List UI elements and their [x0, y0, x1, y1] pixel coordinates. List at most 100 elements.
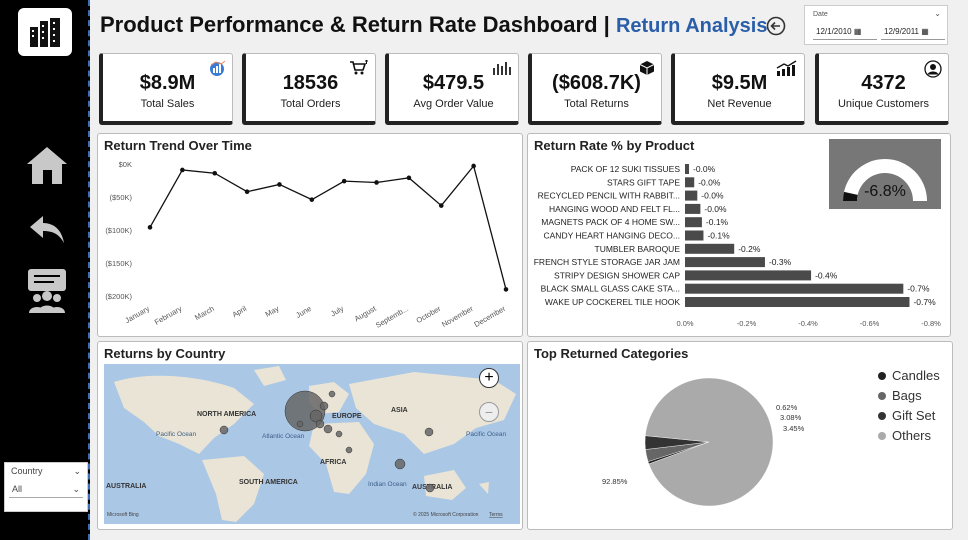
start-date-field[interactable]: 12/1/2010 ▦	[813, 24, 877, 40]
map-label: NORTH AMERICA	[197, 411, 256, 418]
world-map[interactable]: NORTH AMERICA EUROPE ASIA AFRICA SOUTH A…	[104, 364, 520, 524]
y-tick-label: ($50K)	[109, 193, 132, 202]
bar-category-label: BLACK SMALL GLASS CAKE STA...	[541, 284, 680, 294]
x-tick-label: March	[193, 304, 216, 322]
trend-up-icon	[776, 60, 797, 76]
panel-title: Return Trend Over Time	[104, 138, 252, 153]
bar	[685, 230, 704, 241]
categories-pie-chart: 0.62%3.08% 3.45% 92.85%	[602, 377, 805, 507]
country-bubble	[323, 424, 333, 434]
panel-title: Returns by Country	[104, 346, 226, 361]
panel-title: Top Returned Categories	[534, 346, 689, 361]
country-bubble	[296, 420, 304, 428]
country-bubble	[219, 425, 229, 435]
x-tick-label: 0.0%	[676, 319, 693, 328]
back-button[interactable]	[766, 16, 786, 41]
bar-chart-icon	[493, 62, 511, 75]
home-nav-button[interactable]	[22, 142, 72, 188]
bar-category-label: WAKE UP COCKEREL TILE HOOK	[545, 297, 680, 307]
presentation-team-icon	[28, 269, 66, 313]
bar-data-label: -0.0%	[698, 177, 721, 187]
home-icon	[27, 147, 67, 184]
bar-data-label: -0.4%	[815, 270, 838, 280]
bar	[685, 190, 698, 201]
back-circle-arrow-icon	[766, 16, 786, 36]
x-tick-label: May	[264, 304, 281, 319]
bar-category-label: FRENCH STYLE STORAGE JAR JAM	[534, 257, 680, 267]
bar-data-label: -0.2%	[738, 244, 761, 254]
back-nav-button[interactable]	[22, 206, 72, 252]
bar	[685, 283, 904, 294]
top-categories-panel: Top Returned Categories 0.62% 3.08% 3.45% 9…	[527, 341, 953, 530]
data-point	[180, 167, 185, 173]
data-point	[471, 163, 476, 169]
legend-item[interactable]: Candles	[878, 368, 940, 383]
bar-category-label: STARS GIFT TAPE	[607, 177, 680, 187]
bar-category-label: RECYCLED PENCIL WITH RABBIT...	[538, 191, 680, 201]
y-tick-label: $0K	[119, 160, 132, 169]
country-bubble	[424, 427, 434, 437]
pie-data-label: 3.08%	[780, 413, 802, 422]
terms-link: Terms	[489, 512, 503, 518]
x-tick-label: February	[153, 304, 184, 327]
sales-chart-icon	[210, 60, 226, 76]
building-icon	[30, 18, 60, 47]
legend-item[interactable]: Others	[878, 428, 940, 443]
data-point	[503, 287, 509, 292]
pie-legend: Candles Bags Gift Set Others	[878, 368, 940, 448]
return-trend-chart: $0K ($50K) ($100K) ($150K) ($200K) January Feb…	[105, 160, 509, 330]
logo	[18, 8, 72, 56]
chevron-down-icon[interactable]: ⌄	[934, 9, 941, 18]
page-title: Product Performance & Return Rate Dashbo…	[100, 12, 768, 37]
country-slicer[interactable]: Country ⌄ All ⌄	[4, 462, 88, 512]
page-subtitle: Return Analysis	[615, 15, 768, 37]
pie-data-label: 3.45%	[783, 424, 805, 433]
return-trend-panel: Return Trend Over Time $0K ($50K) ($100K) (…	[97, 133, 523, 337]
bar-category-label: TUMBLER BAROQUE	[595, 244, 681, 254]
slicer-value: All	[12, 484, 23, 494]
undo-arrow-icon	[30, 216, 64, 243]
data-point	[212, 170, 218, 176]
map-label: Atlantic Ocean	[262, 433, 305, 440]
date-range-slicer[interactable]: Date ⌄ 12/1/2010 ▦ 12/9/2011 ▦	[804, 5, 948, 45]
y-tick-label: ($100K)	[105, 226, 132, 235]
x-tick-label: June	[294, 304, 313, 320]
zoom-out-button[interactable]: −	[479, 402, 499, 422]
legend-item[interactable]: Bags	[878, 388, 940, 403]
calendar-icon[interactable]: ▦	[853, 27, 862, 36]
gauge-value: -6.8%	[864, 183, 906, 200]
x-tick-label: January	[123, 304, 151, 325]
y-tick-label: ($200K)	[105, 292, 132, 301]
country-bubble	[394, 458, 406, 470]
map-label: AUSTRALIA	[106, 483, 146, 490]
cart-icon	[350, 60, 368, 75]
bar	[685, 257, 765, 268]
map-label: ASIA	[391, 407, 408, 414]
country-bubble	[309, 409, 323, 423]
map-label: Pacific Ocean	[156, 431, 196, 438]
x-tick-label: October	[415, 304, 443, 325]
data-point	[341, 178, 347, 184]
pie-data-label: 0.62%	[776, 403, 798, 412]
end-date-field[interactable]: 12/9/2011 ▦	[881, 24, 945, 40]
calendar-icon[interactable]: ▦	[921, 27, 929, 36]
x-tick-label: Septemb...	[374, 304, 410, 330]
map-label: AFRICA	[320, 459, 346, 466]
team-nav-button[interactable]	[22, 268, 72, 314]
chevron-down-icon[interactable]: ⌄	[72, 484, 80, 494]
chevron-down-icon[interactable]: ⌄	[73, 466, 81, 476]
legend-item[interactable]: Gift Set	[878, 408, 940, 423]
return-rate-chart: PACK OF 12 SUKI TISSUES -0.0% STARS GIFT T…	[534, 164, 941, 328]
bar	[685, 243, 735, 254]
map-label: SOUTH AMERICA	[239, 479, 298, 486]
zoom-in-button[interactable]: +	[479, 368, 499, 388]
bar-category-label: PACK OF 12 SUKI TISSUES	[571, 164, 681, 174]
slicer-label: Country	[11, 466, 43, 476]
return-rate-gauge: -6.8%	[829, 139, 941, 209]
data-point	[244, 189, 250, 195]
data-point	[277, 182, 282, 187]
bar	[685, 164, 689, 174]
map-label: EUROPE	[332, 413, 362, 420]
map-label: Pacific Ocean	[466, 431, 506, 438]
bar-category-label: HANGING WOOD AND FELT FL...	[549, 204, 680, 214]
